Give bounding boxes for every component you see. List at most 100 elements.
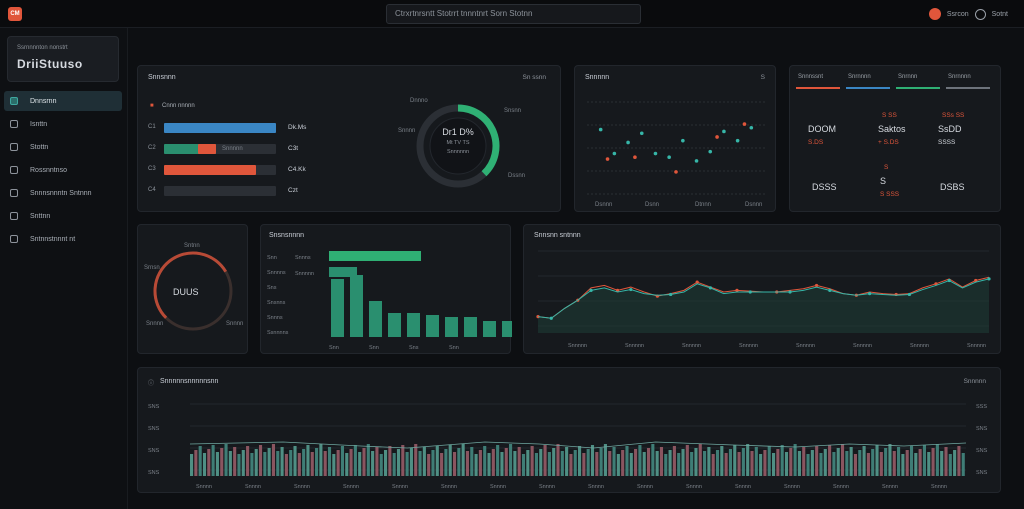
sidebar-item[interactable]: Sntnnstnnnt nt [4,229,122,249]
bar-row: C4 Czt [148,185,348,197]
x-tick-label: Snnnn [784,484,800,490]
bar [642,452,646,476]
bar [478,450,482,476]
sidebar-item[interactable]: Snttnn [4,206,122,226]
scatter-point [633,155,637,159]
panel-meta[interactable]: S [760,74,765,81]
bar [448,445,452,476]
x-tick-label: Dsnnn [745,202,762,208]
app-logo[interactable]: CM [8,7,22,21]
kpi-tab[interactable]: Snrnnnn [848,74,871,80]
settings-label[interactable]: Sotnt [991,10,1008,18]
bar [625,446,629,476]
donut-side-label: Snsnn [504,108,522,114]
series-point [735,288,739,292]
kpi-tab[interactable]: Snrnnn [898,74,918,80]
scatter-point [694,159,699,163]
bar [603,444,607,476]
sidebar-item[interactable]: Dnnsrnn [4,91,122,111]
bar [875,445,879,476]
kpi-sub: S SSS [880,191,900,198]
bar [504,448,508,476]
gauge-panel: DUUS Sntnn Srnsn Snnnn Snnnn [137,224,248,354]
kpi-top-label: S [884,164,889,171]
panel-title: Snnsnn sntnnn [534,232,581,239]
x-tick-label: Snnnn [637,484,653,490]
bar-track [164,144,276,154]
sidebar-item[interactable]: Stottn [4,137,122,157]
avatar[interactable] [928,8,941,20]
x-tick-label: Snnnn [294,484,310,490]
bar [789,448,793,476]
bar-inline-label: Snnnnn [222,146,243,152]
box-icon [10,212,18,220]
bar [948,454,952,476]
donut-side-label: Dnnno [410,98,428,104]
bar [552,448,556,476]
y-tick-label: Ssnnnns [267,330,289,336]
search-input[interactable]: Ctrxrtnrsntt Stotrrt tnnntnrt Sorn Stotn… [386,4,641,24]
bar [720,446,724,476]
bar [918,449,922,476]
bar [362,448,366,476]
bar-chart: Snn Snnnns Sns Snsnns Snnns Ssnnnns Snnns Snnnn… [267,251,512,351]
scatter-panel: Snnnnn S Dsnnn Dsnn Dtnnn Dsnnn [574,65,776,212]
bar [595,452,599,476]
bar [737,452,741,476]
brand-title: DriiStuuso [17,57,83,71]
bar [582,453,586,476]
sidebar-item-label: Sntnnstnnnt nt [30,235,76,243]
trend-line [189,441,967,449]
x-tick-label: Snn [369,345,379,351]
bar [327,447,332,476]
donut-value: Dr1 D% [442,127,474,137]
bar [547,452,551,476]
scatter-point [626,140,630,145]
scatter-point [742,122,747,126]
kpi-underline [946,87,990,89]
bar [323,451,327,476]
bar [194,450,198,476]
bar [534,453,538,476]
sidebar-item[interactable]: Rossnntnso [4,160,122,180]
kpi-tab[interactable]: Snnnssnt [798,74,824,80]
panel-meta[interactable]: Sn ssnn [522,74,547,81]
bar [258,445,263,476]
bar-fill [164,165,256,175]
x-tick-label: Snnnnn [853,343,872,349]
gauge-label: Snnnn [146,321,164,327]
bar [815,446,819,476]
bar [483,446,487,476]
bar [659,447,664,476]
sidebar-item[interactable]: Snnnsnnntn Sntnnn [4,183,122,203]
bar-row: C1 Dk.Ms [148,122,348,134]
sidebar-nav: Dnnsrnn Isnttn Stottn Rossnntnso Snnnsnnntn … [4,91,122,252]
gauge-fill [153,251,227,319]
bar [267,448,271,476]
bar [655,451,659,476]
x-tick-label: Snnnn [539,484,555,490]
bar [306,445,310,476]
panel-meta[interactable]: Snnnnn [963,378,986,385]
bar [350,275,363,337]
bar [556,444,560,476]
kpi-tab[interactable]: Snrnnnn [948,74,971,80]
bar [202,453,207,476]
scatter-point [674,170,678,174]
bar [465,451,470,476]
x-tick-label: Snn [329,345,339,351]
bar-track [164,123,276,133]
bar [369,301,382,337]
sidebar-item[interactable]: Isnttn [4,114,122,134]
bar [464,317,477,337]
user-name[interactable]: Ssrcon [946,10,969,18]
bar [289,450,293,476]
panel-title: Snsnsnnnn [269,232,305,239]
bar [241,450,245,476]
scatter-point [598,127,603,132]
bar [884,448,888,476]
kpi-underline [896,87,940,89]
gauge-label: Srnsn [144,265,160,271]
bar [767,446,771,476]
settings-icon[interactable] [974,8,986,20]
